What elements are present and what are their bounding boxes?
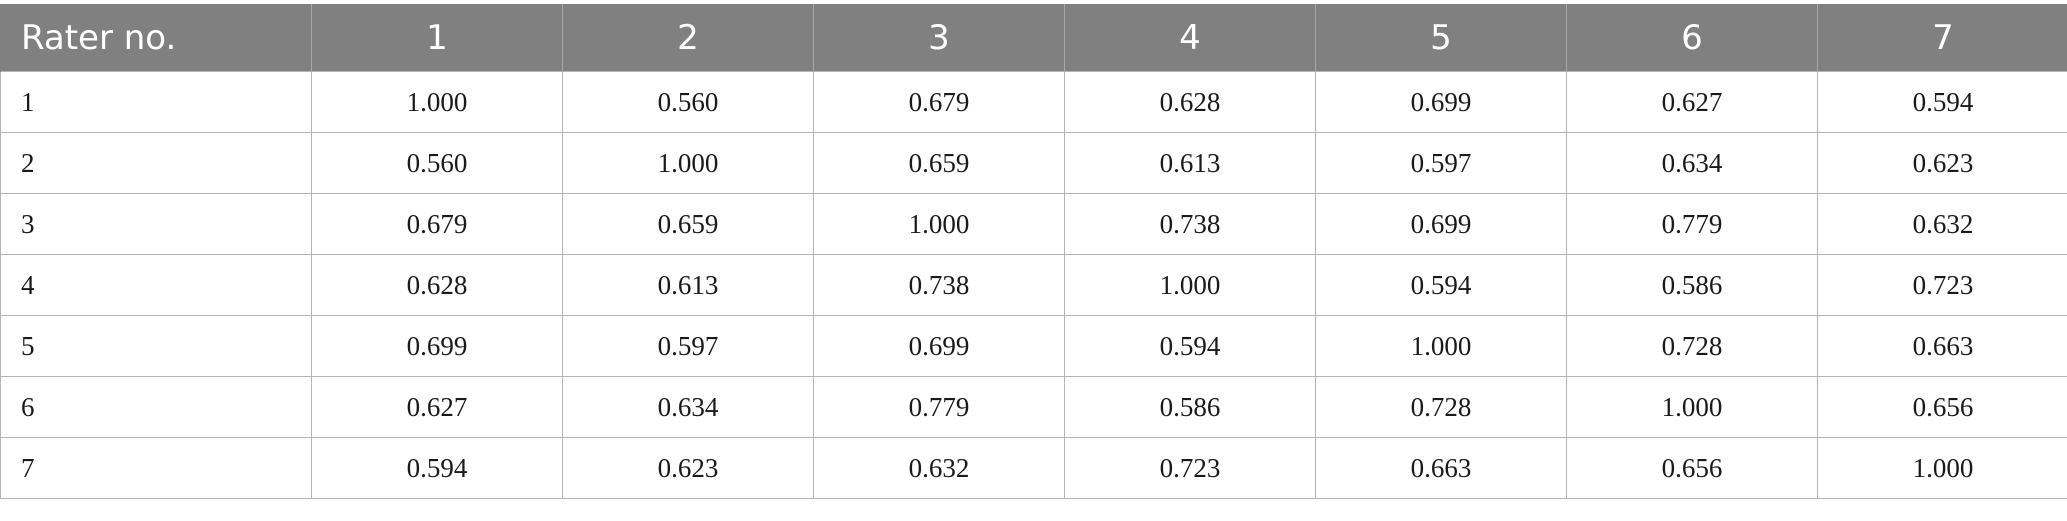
header-cell-rater-no: Rater no. [0, 4, 312, 72]
table-cell: 1.000 [311, 71, 563, 133]
table-cell: 0.699 [1315, 71, 1567, 133]
table-cell: 0.738 [813, 254, 1065, 316]
table-cell: 0.679 [311, 193, 563, 255]
row-label-cell: 5 [0, 315, 312, 377]
table-cell: 0.659 [813, 132, 1065, 194]
table-cell: 1.000 [1817, 437, 2067, 499]
table-row: 2 0.560 1.000 0.659 0.613 0.597 0.634 0.… [0, 132, 2067, 194]
table-cell: 0.679 [813, 71, 1065, 133]
row-label-cell: 2 [0, 132, 312, 194]
table-header: Rater no. 1 2 3 4 5 6 7 [0, 4, 2067, 72]
table-cell: 0.560 [311, 132, 563, 194]
table-cell: 0.663 [1817, 315, 2067, 377]
row-label-cell: 1 [0, 71, 312, 133]
table-cell: 0.594 [1315, 254, 1567, 316]
table-row: 3 0.679 0.659 1.000 0.738 0.699 0.779 0.… [0, 193, 2067, 255]
table-cell: 0.597 [1315, 132, 1567, 194]
table-body: 1 1.000 0.560 0.679 0.628 0.699 0.627 0.… [0, 71, 2067, 499]
table-cell: 0.723 [1064, 437, 1316, 499]
table-cell: 0.627 [311, 376, 563, 438]
row-label-cell: 4 [0, 254, 312, 316]
table-row: 6 0.627 0.634 0.779 0.586 0.728 1.000 0.… [0, 376, 2067, 438]
table-cell: 0.623 [562, 437, 814, 499]
row-label-cell: 3 [0, 193, 312, 255]
header-cell-rater-1: 1 [311, 4, 563, 72]
table-cell: 0.586 [1566, 254, 1818, 316]
table-cell: 0.663 [1315, 437, 1567, 499]
table-cell: 0.586 [1064, 376, 1316, 438]
table-row: 5 0.699 0.597 0.699 0.594 1.000 0.728 0.… [0, 315, 2067, 377]
table-cell: 0.728 [1566, 315, 1818, 377]
table-cell: 0.779 [1566, 193, 1818, 255]
table-cell: 0.632 [1817, 193, 2067, 255]
rater-correlation-table: Rater no. 1 2 3 4 5 6 7 1 1.000 0.560 0.… [0, 4, 2067, 499]
table-cell: 0.723 [1817, 254, 2067, 316]
table-cell: 0.699 [813, 315, 1065, 377]
table-row: 1 1.000 0.560 0.679 0.628 0.699 0.627 0.… [0, 71, 2067, 133]
table-cell: 0.656 [1817, 376, 2067, 438]
table-cell: 0.594 [311, 437, 563, 499]
table-cell: 1.000 [1064, 254, 1316, 316]
table-cell: 0.779 [813, 376, 1065, 438]
correlation-table-container: Rater no. 1 2 3 4 5 6 7 1 1.000 0.560 0.… [0, 4, 2067, 499]
table-cell: 1.000 [813, 193, 1065, 255]
table-cell: 0.634 [1566, 132, 1818, 194]
row-label-cell: 7 [0, 437, 312, 499]
table-cell: 0.634 [562, 376, 814, 438]
table-cell: 1.000 [1566, 376, 1818, 438]
table-cell: 0.613 [562, 254, 814, 316]
table-cell: 1.000 [562, 132, 814, 194]
table-cell: 0.728 [1315, 376, 1567, 438]
table-row: 4 0.628 0.613 0.738 1.000 0.594 0.586 0.… [0, 254, 2067, 316]
header-row: Rater no. 1 2 3 4 5 6 7 [0, 4, 2067, 72]
header-cell-rater-2: 2 [562, 4, 814, 72]
table-cell: 0.560 [562, 71, 814, 133]
row-label-cell: 6 [0, 376, 312, 438]
table-cell: 0.613 [1064, 132, 1316, 194]
table-cell: 0.594 [1817, 71, 2067, 133]
header-cell-rater-6: 6 [1566, 4, 1818, 72]
header-cell-rater-4: 4 [1064, 4, 1316, 72]
table-cell: 0.628 [311, 254, 563, 316]
header-cell-rater-7: 7 [1817, 4, 2067, 72]
table-cell: 0.632 [813, 437, 1065, 499]
table-cell: 0.659 [562, 193, 814, 255]
table-cell: 1.000 [1315, 315, 1567, 377]
table-cell: 0.628 [1064, 71, 1316, 133]
table-cell: 0.627 [1566, 71, 1818, 133]
table-cell: 0.738 [1064, 193, 1316, 255]
table-cell: 0.699 [1315, 193, 1567, 255]
table-cell: 0.597 [562, 315, 814, 377]
table-row: 7 0.594 0.623 0.632 0.723 0.663 0.656 1.… [0, 437, 2067, 499]
header-cell-rater-5: 5 [1315, 4, 1567, 72]
table-cell: 0.623 [1817, 132, 2067, 194]
table-cell: 0.699 [311, 315, 563, 377]
header-cell-rater-3: 3 [813, 4, 1065, 72]
table-cell: 0.594 [1064, 315, 1316, 377]
table-cell: 0.656 [1566, 437, 1818, 499]
